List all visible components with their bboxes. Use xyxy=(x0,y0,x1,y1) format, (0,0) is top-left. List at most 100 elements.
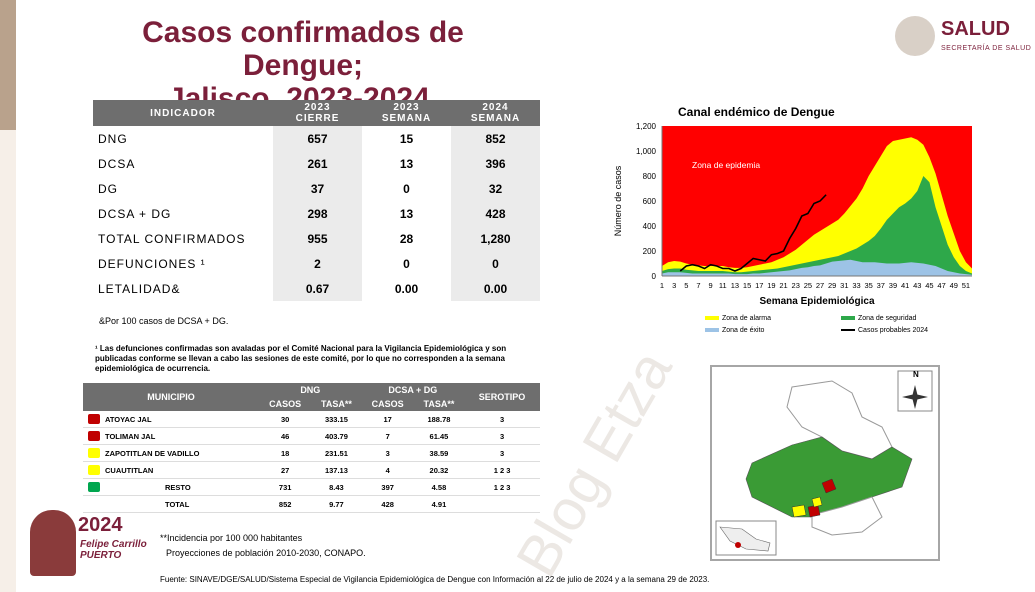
municipio-name: TOTAL xyxy=(105,495,260,513)
jalisco-map: N xyxy=(710,365,940,561)
municipio-dcsa-casos: 3 xyxy=(361,444,414,462)
municipio-dcsa-casos: 428 xyxy=(361,495,414,513)
indicator-label: DG xyxy=(98,181,118,196)
chart-title: Canal endémico de Dengue xyxy=(678,105,835,119)
x-tick-label: 15 xyxy=(743,281,751,290)
indicator-value-s2023: 0 xyxy=(403,256,410,271)
municipio-dng-tasa: 137.13 xyxy=(311,461,362,479)
felipe-carrillo-puerto-logo: 2024 Felipe Carrillo PUERTO xyxy=(16,508,156,578)
municipio-name: TOLIMAN JAL xyxy=(105,427,260,445)
municipio-row: RESTO 731 8.43 397 4.58 1 2 3 xyxy=(83,478,540,496)
x-tick-label: 11 xyxy=(719,281,727,290)
indicator-label: DCSA + DG xyxy=(98,206,172,221)
legend-label-probables: Casos probables 2024 xyxy=(858,327,929,334)
municipio-dcsa-casos: 17 xyxy=(361,411,414,428)
logo-name: SALUD xyxy=(941,18,1010,40)
compass-rose-icon xyxy=(902,385,928,409)
legend-label-exito: Zona de éxito xyxy=(722,327,765,334)
zone-exito xyxy=(662,259,972,276)
header-dng-tasa: TASA** xyxy=(311,397,362,411)
indicator-row: DCSA + DG 298 13 428 xyxy=(93,201,540,226)
x-tick-label: 19 xyxy=(767,281,775,290)
municipio-name: RESTO xyxy=(105,478,260,496)
indicator-value-s2024: 396 xyxy=(451,151,540,176)
indicator-label: LETALIDAD& xyxy=(98,281,181,296)
status-square-icon xyxy=(88,431,100,441)
municipio-row: TOLIMAN JAL 46 403.79 7 61.45 3 xyxy=(83,427,540,445)
status-square-icon xyxy=(88,465,100,475)
x-tick-label: 5 xyxy=(684,281,688,290)
municipio-dng-casos: 30 xyxy=(259,411,312,428)
status-color-cell xyxy=(83,461,105,479)
municipio-dcsa-tasa: 38.59 xyxy=(413,444,465,462)
municipio-dng-tasa: 333.15 xyxy=(311,411,362,428)
series-casos-probables xyxy=(679,194,827,272)
indicator-value-s2024: 1,280 xyxy=(451,226,540,251)
status-color-cell xyxy=(83,444,105,462)
indicator-value-s2024: 0.00 xyxy=(451,276,540,301)
header-municipio: MUNICIPIO xyxy=(83,383,260,411)
header-dcsa-tasa: TASA** xyxy=(413,397,465,411)
map-inset-shape xyxy=(719,526,771,552)
x-axis-label: Semana Epidemiológica xyxy=(759,296,874,307)
indicator-value-s2024: 0 xyxy=(451,251,540,276)
y-tick-label: 800 xyxy=(643,172,657,181)
header-dcsa: DCSA + DG xyxy=(361,383,465,397)
map-graphic xyxy=(715,370,933,556)
x-tick-label: 31 xyxy=(840,281,848,290)
municipio-dcsa-tasa: 4.91 xyxy=(413,495,465,513)
indicator-table: INDICADOR 2023 CIERRE 2023 SEMANA 2024 S… xyxy=(93,100,540,301)
header-2023-cierre: 2023 CIERRE xyxy=(273,100,362,126)
legend-swatch-alarma xyxy=(705,316,719,321)
municipio-row: ATOYAC JAL 30 333.15 17 188.78 3 xyxy=(83,411,540,428)
indicator-value-c2023: 261 xyxy=(273,151,362,176)
header-dng-casos: CASOS xyxy=(259,397,312,411)
x-tick-label: 3 xyxy=(672,281,676,290)
indicator-label: DCSA xyxy=(98,156,136,171)
indicator-value-s2024: 852 xyxy=(451,126,540,151)
municipio-dcsa-casos: 7 xyxy=(361,427,414,445)
indicator-value-s2023: 0 xyxy=(403,181,410,196)
municipio-dng-tasa: 9.77 xyxy=(311,495,362,513)
portrait-icon xyxy=(30,510,76,576)
municipio-name: ZAPOTITLAN DE VADILLO xyxy=(105,444,260,462)
map-region-red-atoyac xyxy=(821,478,837,494)
x-tick-label: 27 xyxy=(816,281,824,290)
header-dcsa-casos: CASOS xyxy=(361,397,414,411)
zone-seguridad xyxy=(662,176,972,276)
logo-year: 2024 xyxy=(78,514,123,536)
legend-swatch-seguridad xyxy=(841,316,855,321)
indicator-row: LETALIDAD& 0.67 0.00 0.00 xyxy=(93,276,540,301)
footnote-incidencia: **Incidencia por 100 000 habitantes xyxy=(160,533,303,543)
municipio-serotipo: 1 2 3 xyxy=(464,478,540,496)
municipio-dng-casos: 18 xyxy=(259,444,312,462)
map-region-white-south xyxy=(811,496,883,536)
y-tick-label: 200 xyxy=(643,247,657,256)
status-square-icon xyxy=(88,482,100,492)
indicator-row: TOTAL CONFIRMADOS 955 28 1,280 xyxy=(93,226,540,251)
municipio-row: ZAPOTITLAN DE VADILLO 18 231.51 3 38.59 3 xyxy=(83,444,540,462)
indicator-row: DCSA 261 13 396 xyxy=(93,151,540,176)
x-tick-label: 49 xyxy=(950,281,958,290)
municipio-serotipo: 3 xyxy=(464,411,540,428)
indicator-value-s2024: 428 xyxy=(451,201,540,226)
x-tick-label: 17 xyxy=(755,281,763,290)
municipio-serotipo xyxy=(464,495,540,513)
municipio-table: MUNICIPIO DNG DCSA + DG SEROTIPO CASOS T… xyxy=(83,383,540,513)
source-note: Fuente: SINAVE/DGE/SALUD/Sistema Especia… xyxy=(160,575,710,584)
x-tick-label: 51 xyxy=(962,281,970,290)
indicator-row: DEFUNCIONES ¹ 2 0 0 xyxy=(93,251,540,276)
municipio-name: CUAUTITLAN xyxy=(105,461,260,479)
indicator-value-c2023: 2 xyxy=(273,251,362,276)
x-tick-label: 35 xyxy=(864,281,872,290)
municipio-dcsa-tasa: 20.32 xyxy=(413,461,465,479)
logo-subtitle: SECRETARÍA DE SALUD xyxy=(941,45,1032,52)
x-tick-label: 7 xyxy=(696,281,700,290)
indicator-value-s2023: 13 xyxy=(399,156,414,171)
x-tick-label: 9 xyxy=(709,281,713,290)
x-tick-label: 29 xyxy=(828,281,836,290)
x-tick-label: 39 xyxy=(889,281,897,290)
indicator-value-c2023: 298 xyxy=(273,201,362,226)
indicator-label: TOTAL CONFIRMADOS xyxy=(98,231,246,246)
legend-swatch-probables xyxy=(841,329,855,332)
